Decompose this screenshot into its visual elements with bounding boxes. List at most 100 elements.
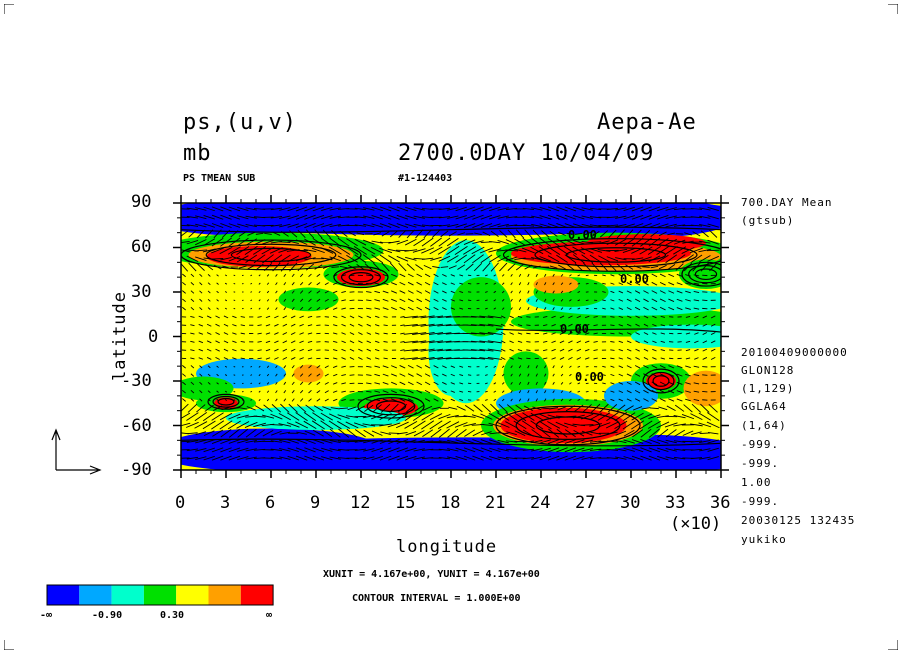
wind-vector bbox=[514, 238, 526, 246]
wind-vector bbox=[397, 431, 408, 435]
wind-vector bbox=[515, 263, 525, 271]
colorbar-swatch bbox=[111, 585, 144, 605]
wind-vector bbox=[224, 365, 228, 368]
wind-vector bbox=[190, 324, 195, 327]
wind-vector bbox=[616, 404, 626, 413]
wind-vector bbox=[493, 274, 497, 277]
wind-vector bbox=[640, 237, 652, 247]
wind-vector bbox=[593, 340, 598, 343]
wind-vector bbox=[685, 274, 691, 277]
wind-vector bbox=[501, 282, 505, 285]
wind-vector bbox=[660, 315, 666, 318]
wind-vector bbox=[304, 455, 316, 461]
wind-vector bbox=[291, 381, 295, 386]
wind-vector bbox=[366, 374, 372, 376]
wind-vector bbox=[211, 420, 225, 430]
wind-vector bbox=[526, 341, 531, 343]
wind-vector bbox=[332, 332, 338, 335]
wind-vector bbox=[299, 281, 304, 286]
wind-vector bbox=[228, 439, 241, 444]
wind-vector bbox=[539, 447, 551, 452]
wind-vector bbox=[388, 206, 400, 212]
wind-vector bbox=[399, 273, 406, 278]
wind-vector bbox=[556, 238, 568, 246]
wind-vector bbox=[383, 332, 388, 335]
wind-vector bbox=[559, 315, 565, 319]
wind-vector bbox=[274, 323, 279, 327]
wind-vector bbox=[303, 412, 317, 422]
wind-vector bbox=[631, 455, 644, 461]
wind-vector bbox=[643, 398, 649, 402]
wind-vector bbox=[463, 254, 476, 264]
wind-vector bbox=[312, 206, 325, 212]
wind-vector bbox=[501, 299, 505, 302]
wind-vector bbox=[518, 365, 522, 369]
wind-vector bbox=[518, 290, 522, 294]
wind-vector bbox=[391, 381, 397, 385]
wind-vector bbox=[623, 223, 635, 228]
wind-vector bbox=[648, 414, 661, 419]
wind-vector bbox=[366, 357, 372, 360]
wind-vector bbox=[577, 307, 581, 310]
wind-vector bbox=[615, 439, 627, 444]
wind-vector bbox=[299, 357, 304, 360]
wind-vector bbox=[565, 405, 576, 412]
wind-vector bbox=[472, 254, 484, 264]
wind-vector bbox=[560, 398, 564, 402]
wind-vector bbox=[656, 245, 670, 256]
wind-vector bbox=[380, 431, 391, 435]
wind-vector bbox=[693, 274, 700, 277]
wind-vector bbox=[416, 364, 423, 369]
wind-vector bbox=[316, 298, 321, 302]
wind-vector bbox=[681, 414, 695, 420]
wind-vector bbox=[198, 315, 204, 319]
wind-vector bbox=[497, 432, 509, 435]
wind-vector bbox=[304, 430, 316, 436]
wind-vector bbox=[659, 290, 666, 294]
wind-vector bbox=[551, 357, 556, 360]
wind-vector bbox=[198, 357, 204, 360]
wind-vector bbox=[391, 390, 397, 394]
wind-vector bbox=[589, 216, 602, 219]
wind-vector bbox=[676, 290, 683, 294]
wind-vector bbox=[250, 365, 253, 368]
wind-vector bbox=[676, 381, 683, 385]
wind-vector bbox=[500, 323, 506, 327]
wind-vector bbox=[479, 247, 493, 254]
wind-vector bbox=[450, 290, 455, 294]
wind-vector bbox=[472, 240, 484, 245]
wind-vector bbox=[379, 206, 392, 212]
wind-vector bbox=[341, 291, 346, 293]
wind-vector bbox=[389, 230, 399, 238]
wind-vector bbox=[480, 413, 493, 420]
wind-vector bbox=[345, 415, 359, 418]
wind-vector bbox=[583, 231, 592, 236]
wind-vector bbox=[532, 229, 541, 238]
wind-vector bbox=[322, 265, 331, 269]
wind-vector bbox=[497, 240, 509, 245]
wind-vector bbox=[660, 357, 666, 360]
wind-vector bbox=[341, 274, 346, 277]
wind-vector bbox=[518, 282, 522, 286]
wind-vector bbox=[387, 422, 401, 428]
wind-vector bbox=[699, 439, 711, 444]
wind-vector bbox=[510, 273, 513, 277]
wind-vector bbox=[472, 223, 484, 229]
wind-vector bbox=[577, 374, 581, 377]
wind-vector bbox=[542, 332, 548, 335]
wind-vector bbox=[623, 238, 636, 247]
wind-vector bbox=[312, 429, 324, 437]
wind-vector bbox=[668, 373, 675, 377]
wind-vector bbox=[223, 323, 229, 327]
wind-vector bbox=[329, 428, 341, 438]
wind-vector bbox=[213, 229, 222, 239]
wind-vector bbox=[560, 307, 564, 310]
wind-vector bbox=[563, 246, 577, 255]
wind-vector bbox=[459, 282, 464, 285]
wind-vector bbox=[407, 364, 414, 369]
wind-vector bbox=[493, 290, 497, 294]
wind-vector bbox=[610, 290, 615, 294]
wind-vector bbox=[505, 216, 518, 219]
wind-vector bbox=[685, 357, 691, 360]
wind-vector bbox=[329, 439, 341, 444]
